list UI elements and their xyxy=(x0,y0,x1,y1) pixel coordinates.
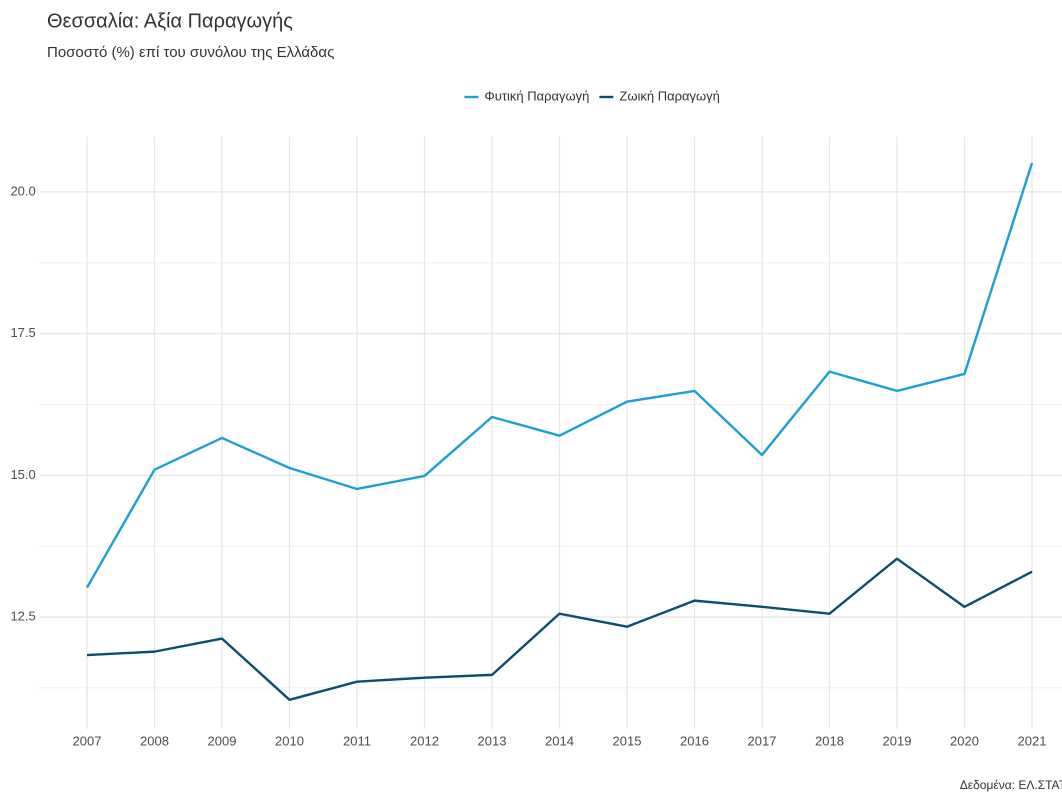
legend-label: Ζωική Παραγωγή xyxy=(619,88,720,103)
x-tick-label: 2013 xyxy=(478,733,507,748)
x-tick-label: 2015 xyxy=(613,733,642,748)
x-tick-label: 2010 xyxy=(275,733,304,748)
x-tick-label: 2016 xyxy=(680,733,709,748)
x-tick-label: 2007 xyxy=(73,733,102,748)
chart-title: Θεσσαλία: Αξία Παραγωγής xyxy=(47,10,293,32)
line xyxy=(85,162,1034,589)
x-tick-label: 2012 xyxy=(410,733,439,748)
legend-label: Φυτική Παραγωγή xyxy=(484,88,589,103)
legend: Φυτική Παραγωγή Ζωική Παραγωγή xyxy=(464,88,720,103)
chart-subtitle: Ποσοστό (%) επί του συνόλου της Ελλάδας xyxy=(47,44,334,61)
x-tick-label: 2019 xyxy=(883,733,912,748)
x-tick-label: 2008 xyxy=(140,733,169,748)
x-tick-label: 2018 xyxy=(815,733,844,748)
x-tick-label: 2014 xyxy=(545,733,574,748)
x-tick-label: 2020 xyxy=(950,733,979,748)
x-tick-label: 2021 xyxy=(1018,733,1047,748)
x-tick-label: 2017 xyxy=(748,733,777,748)
y-tick-label: 17.5 xyxy=(10,325,35,340)
y-tick-label: 15.0 xyxy=(10,467,35,482)
y-tick-label: 12.5 xyxy=(10,608,35,623)
x-tick-label: 2011 xyxy=(343,733,371,748)
x-tick-label: 2009 xyxy=(208,733,237,748)
y-tick-label: 20.0 xyxy=(10,183,35,198)
caption: Δεδομένα: ΕΛ.ΣΤΑΤ xyxy=(960,778,1062,792)
grid xyxy=(39,136,1062,729)
line xyxy=(86,557,1033,702)
